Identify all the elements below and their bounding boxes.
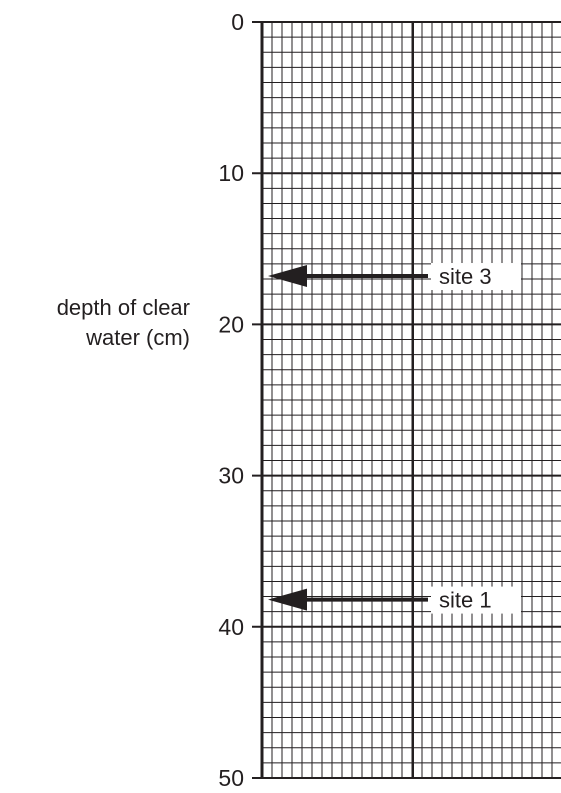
site-label-box [431, 263, 521, 291]
site-label: site 3 [439, 264, 492, 289]
site-marker: site 3 [268, 263, 521, 291]
y-axis-label-line-1: depth of clear [56, 295, 190, 320]
site-markers: site 3 site 1 [268, 263, 521, 614]
grid [252, 21, 561, 779]
y-tick-label: 10 [218, 160, 244, 186]
arrow-head-icon [268, 265, 307, 288]
y-tick-label: 20 [218, 311, 244, 337]
site-label-box [431, 586, 521, 614]
y-axis-label-line-2: water (cm) [86, 325, 190, 350]
site-label: site 1 [439, 588, 492, 613]
arrow-head-icon [268, 588, 307, 611]
y-tick-label: 40 [218, 614, 244, 640]
y-tick-label: 30 [218, 463, 244, 489]
y-tick-label: 50 [218, 765, 244, 791]
y-axis-label: depth of clear water (cm) [0, 293, 190, 353]
y-axis-ticks: 0 10 20 30 40 50 [218, 9, 244, 791]
site-marker: site 1 [268, 586, 521, 614]
y-tick-label: 0 [231, 9, 244, 35]
